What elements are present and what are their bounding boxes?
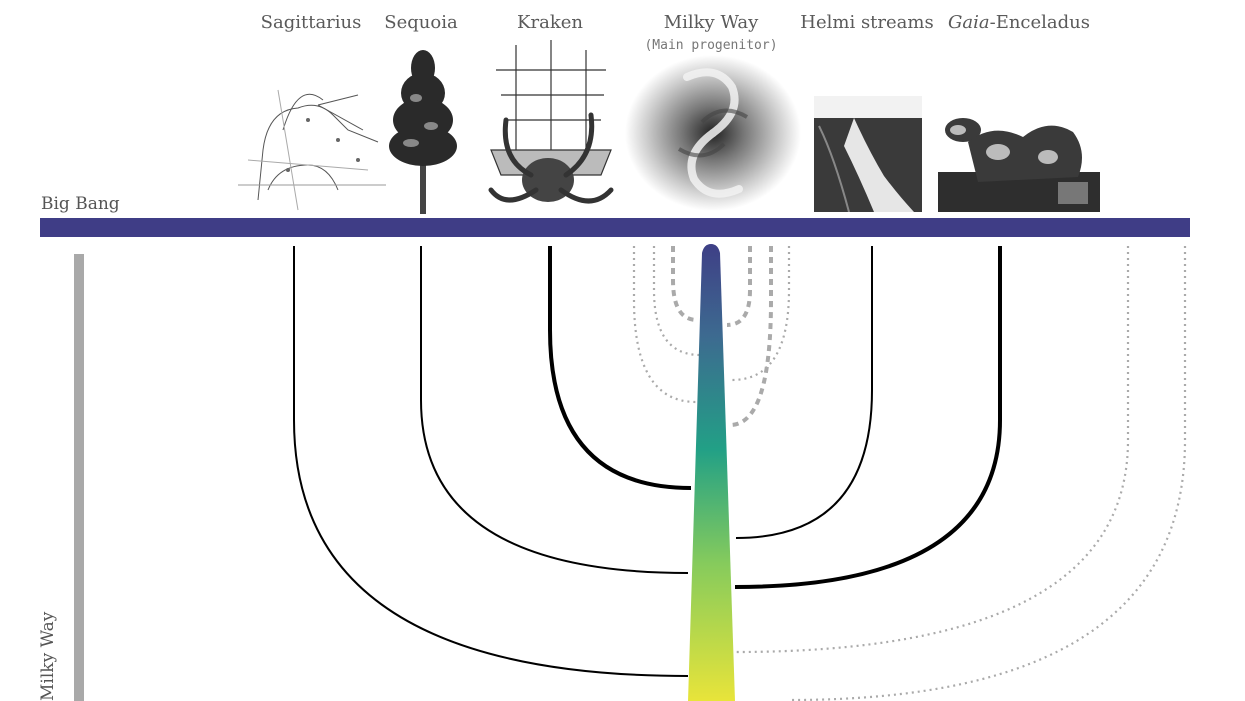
- kraken-ship-illustration: [488, 40, 614, 204]
- branch-sequoia: [420, 246, 689, 574]
- time-axis-bar: [74, 254, 84, 701]
- branch-helmi-streams: [735, 246, 873, 539]
- sagittarius-centaur-illustration: [238, 89, 386, 211]
- label-helmi-streams: Helmi streams: [800, 12, 934, 33]
- label-gaia-enceladus: Gaia-Enceladus: [948, 12, 1090, 33]
- label-enceladus: -Enceladus: [989, 12, 1090, 33]
- milky-way-galaxy-illustration: [625, 55, 801, 211]
- gaia-enceladus-statue-illustration: [938, 118, 1100, 212]
- named-merger-branches: [293, 246, 1002, 677]
- label-sagittarius: Sagittarius: [260, 12, 362, 33]
- sequoia-tree-illustration: [389, 50, 457, 214]
- label-milky-way: Milky Way: [663, 12, 759, 33]
- label-gaia-italic: Gaia: [948, 12, 990, 33]
- big-bang-timeline-bar: [40, 218, 1190, 237]
- label-sequoia: Sequoia: [384, 12, 458, 33]
- helmi-streams-river-illustration: [814, 96, 922, 212]
- unknown-mergers-dotted: [632, 246, 1187, 701]
- branch-gaia-enceladus: [734, 246, 1002, 589]
- unknown-mergers-dashed: [671, 246, 773, 427]
- label-kraken: Kraken: [517, 12, 583, 33]
- branch-sagittarius: [293, 246, 689, 677]
- label-main-progenitor: (Main progenitor): [644, 38, 778, 53]
- big-bang-label: Big Bang: [41, 194, 120, 214]
- milky-way-main-progenitor-trunk: [688, 244, 735, 701]
- branch-kraken: [548, 246, 692, 490]
